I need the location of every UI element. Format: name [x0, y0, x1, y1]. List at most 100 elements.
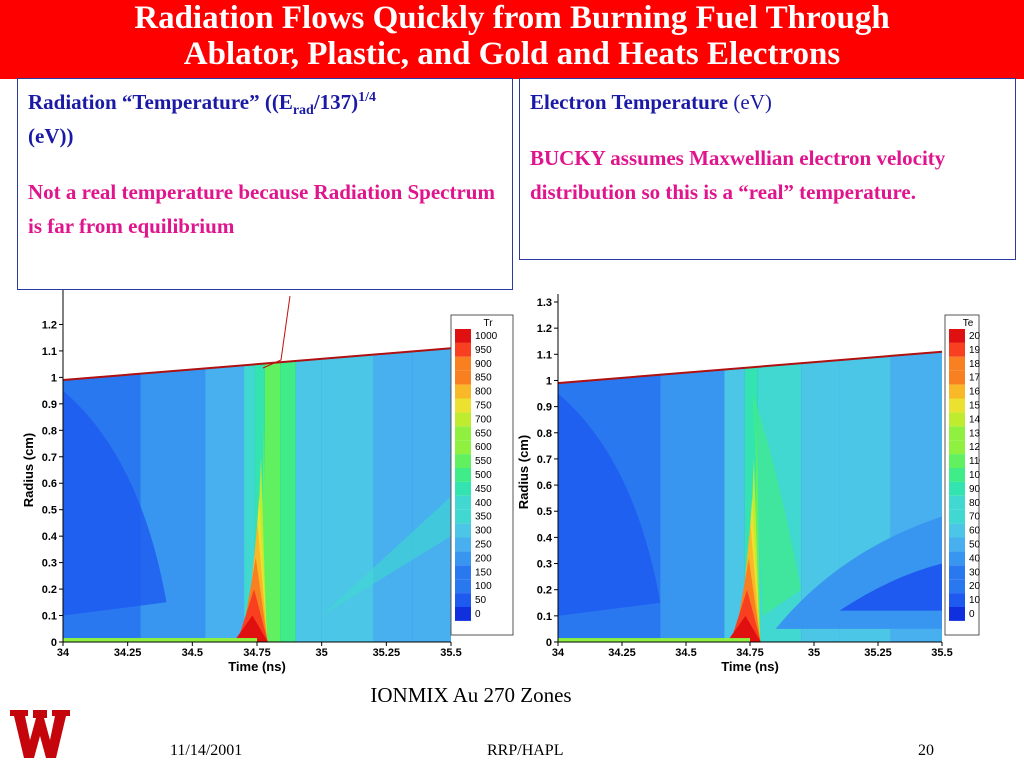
y-tick-label: 0.7	[537, 454, 552, 466]
legend-swatch	[455, 329, 471, 343]
y-tick-label: 0.6	[537, 480, 552, 492]
electron-heading: Electron Temperature (eV)	[530, 90, 772, 114]
legend-level: 18000	[969, 359, 980, 370]
x-tick-label: 35.25	[864, 647, 892, 659]
legend-level: 15000	[969, 401, 980, 412]
legend-level: 400	[475, 498, 492, 509]
legend-swatch	[455, 509, 471, 524]
legend-level: 300	[475, 526, 492, 537]
legend-swatch	[455, 593, 471, 607]
legend-level: 1000	[475, 331, 498, 342]
slide-title: Radiation Flows Quickly from Burning Fue…	[0, 0, 1024, 72]
electron-note: BUCKY assumes Maxwellian electron veloci…	[530, 146, 946, 204]
outer-boundary-line	[557, 350, 943, 385]
legend-swatch	[949, 440, 965, 455]
legend-level: 250	[475, 540, 492, 551]
legend-swatch	[455, 384, 471, 399]
x-axis-label: Time (ns)	[721, 659, 779, 674]
legend-level: 10000	[969, 470, 980, 481]
x-tick-label: 34.5	[675, 647, 696, 659]
annotation-pointer	[262, 295, 291, 369]
figure-caption: IONMIX Au 270 Zones	[370, 683, 572, 707]
x-tick-label: 34.25	[608, 647, 636, 659]
title-line-2: Ablator, Plastic, and Gold and Heats Ele…	[183, 36, 841, 72]
legend-swatch	[949, 398, 965, 413]
x-axis-label: Time (ns)	[228, 659, 286, 674]
x-tick-label: 34.75	[243, 647, 271, 659]
legend-swatch	[455, 579, 471, 594]
legend-level: 8000	[969, 498, 980, 509]
y-tick-label: 0	[51, 637, 57, 649]
y-tick-label: 1.1	[537, 349, 552, 361]
y-tick-label: 0.1	[42, 611, 57, 623]
legend-level: 3000	[969, 567, 980, 578]
legend-swatch	[949, 495, 965, 510]
legend-level: 600	[475, 442, 492, 453]
legend-level: 700	[475, 414, 492, 425]
legend-swatch	[455, 426, 471, 441]
x-tick-label: 34.25	[114, 647, 142, 659]
legend-level: 4000	[969, 553, 980, 564]
x-tick-label: 34.5	[182, 647, 203, 659]
legend-swatch	[949, 593, 965, 607]
university-logo	[10, 710, 70, 758]
electron-temperature-plot: 0 0.1 0.2 0.3 0.4 0.5 0.6 0.7 0.8 0.9 1 1.1 1.2 1.3 34…	[516, 294, 980, 674]
electron-temperature-box: Electron Temperature (eV) BUCKY assumes …	[519, 78, 1016, 260]
legend-level: 14000	[969, 414, 980, 425]
legend-swatch	[949, 356, 965, 371]
y-tick-label: 0.5	[537, 506, 552, 518]
legend-swatch	[949, 468, 965, 482]
y-tick-label: 0.4	[537, 532, 553, 544]
x-tick-label: 35	[316, 647, 328, 659]
y-tick-label: 1.3	[537, 297, 552, 309]
legend-swatch	[949, 329, 965, 343]
y-tick-label: 0.1	[537, 611, 552, 623]
legend-level: 7000	[969, 512, 980, 523]
legend-level: 20000	[969, 331, 980, 342]
legend-swatch	[455, 342, 471, 357]
legend-swatch	[455, 481, 471, 496]
legend-swatch	[455, 523, 471, 538]
y-tick-label: 1.1	[42, 346, 57, 358]
y-tick-label: 0.3	[42, 558, 57, 570]
y-axis-label: Radius (cm)	[516, 435, 531, 509]
legend-level: 12000	[969, 442, 980, 453]
y-tick-label: 1	[51, 372, 57, 384]
y-tick-label: 0.2	[42, 584, 57, 596]
legend-swatch	[949, 342, 965, 357]
y-tick-label: 0	[546, 637, 552, 649]
footer-center: RRP/HAPL	[487, 742, 564, 759]
legend-swatch	[455, 440, 471, 455]
legend-swatch	[949, 426, 965, 441]
legend-level: 2000	[969, 581, 980, 592]
legend-swatch	[455, 370, 471, 385]
legend-level: 200	[475, 553, 492, 564]
legend-swatch	[455, 537, 471, 552]
y-tick-label: 1.2	[42, 319, 57, 331]
legend-level: 550	[475, 456, 492, 467]
y-tick-label: 1	[546, 375, 552, 387]
legend-swatch	[949, 509, 965, 524]
legend-level: 350	[475, 512, 492, 523]
y-tick-label: 0.5	[42, 505, 57, 517]
legend-level: 19000	[969, 345, 980, 356]
y-tick-label: 0.9	[537, 402, 552, 414]
y-tick-label: 0.4	[42, 531, 58, 543]
x-tick-label: 35	[808, 647, 820, 659]
contour-field	[63, 348, 451, 642]
legend-swatch	[455, 398, 471, 413]
footer-date: 11/14/2001	[170, 742, 243, 759]
legend-swatch	[949, 607, 965, 621]
y-tick-label: 0.8	[537, 428, 552, 440]
legend-level: 11000	[969, 456, 980, 467]
radiation-temperature-plot: 0 0.1 0.2 0.3 0.4 0.5 0.6 0.7 0.8 0.9 1 1.1 1.2 34 34.…	[21, 290, 514, 674]
legend-level: 50	[475, 595, 487, 606]
x-tick-label: 34.75	[736, 647, 764, 659]
color-legend: Te20000190001800017000160001500014000130…	[944, 314, 980, 636]
legend-level: 6000	[969, 526, 980, 537]
x-tick-label: 34	[552, 647, 565, 659]
y-tick-label: 0.6	[42, 478, 57, 490]
legend-swatch	[949, 537, 965, 552]
legend-swatch	[455, 551, 471, 566]
